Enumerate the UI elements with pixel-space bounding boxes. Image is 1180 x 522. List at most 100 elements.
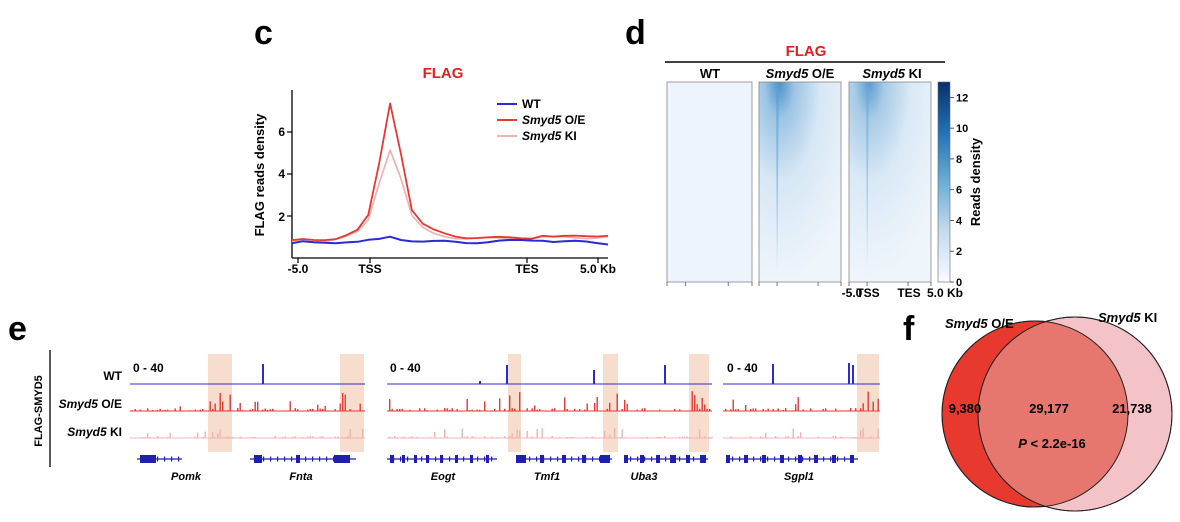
signal-bar-oe — [732, 399, 734, 411]
signal-bar-ki — [531, 436, 533, 438]
signal-bar-oe — [269, 409, 271, 411]
signal-bar-oe — [862, 403, 864, 411]
signal-bar-oe — [641, 408, 643, 411]
signal-bar-oe — [327, 410, 329, 411]
signal-bar-oe — [317, 404, 319, 411]
gene-exon-small — [393, 456, 395, 462]
signal-bar-oe — [709, 409, 711, 411]
signal-bar-ki — [149, 437, 151, 438]
legend-oe-label: Smyd5 O/E — [522, 113, 585, 127]
signal-bar-ki — [484, 436, 486, 438]
gene-exon-small — [171, 456, 173, 462]
colorbar-tick-label: 6 — [956, 185, 962, 197]
legend-ki-label: Smyd5 KI — [522, 129, 577, 143]
signal-bar-oe — [539, 409, 541, 411]
signal-bar-oe — [334, 409, 336, 411]
panel-e-side-label: FLAG-SMYD5 — [33, 375, 45, 447]
panel-c-letter: c — [254, 14, 273, 52]
signal-bar-ki — [391, 437, 393, 438]
signal-bar-ki — [646, 436, 648, 438]
signal-bar-ki — [464, 436, 466, 438]
signal-bar-oe — [441, 410, 443, 411]
gene-exon-small — [830, 456, 832, 462]
signal-bar-ki — [147, 433, 149, 438]
heatmap-wt — [666, 81, 753, 283]
series-line-ki — [291, 149, 609, 244]
signal-bar-oe — [257, 401, 259, 411]
gene-exon-small — [157, 456, 159, 462]
colorbar-tick-label: 0 — [956, 277, 962, 289]
signal-bar-ki — [157, 436, 159, 438]
signal-bar-ki — [224, 436, 226, 438]
signal-bar-oe — [536, 409, 538, 411]
signal-bar-ki — [684, 436, 686, 438]
gene-exon-small — [263, 456, 265, 462]
signal-bar-wt — [262, 364, 264, 384]
signal-bar-oe — [424, 408, 426, 411]
heatmap-xtick-tss: TSS — [856, 286, 879, 300]
signal-bar-oe — [835, 408, 837, 411]
signal-bar-oe — [297, 409, 299, 411]
signal-bar-ki — [471, 436, 473, 438]
gene-exon-small — [571, 456, 573, 462]
highlight-region — [689, 354, 709, 452]
gene-exon-small — [760, 456, 762, 462]
gene-exon-small — [277, 456, 279, 462]
signal-bar-ki — [219, 429, 221, 438]
signal-bar-ki — [197, 432, 199, 438]
signal-bar-oe — [872, 401, 874, 411]
signal-bar-ki — [656, 436, 658, 438]
signal-bar-ki — [322, 436, 324, 438]
gene-exon-small — [851, 456, 853, 462]
gene-exon — [726, 455, 730, 463]
signal-bar-ki — [142, 437, 144, 438]
gene-exon-small — [435, 456, 437, 462]
signal-bar-oe — [847, 410, 849, 411]
gene-exon — [640, 455, 644, 463]
signal-bar-oe — [586, 403, 588, 411]
venn-circle-oe-outline — [941, 320, 1129, 508]
signal-bar-oe — [132, 410, 134, 411]
gene-exon-small — [449, 456, 451, 462]
heatmap-xtick-end: 5.0 Kb — [927, 286, 963, 300]
signal-bar-wt — [664, 365, 666, 384]
gene-exon — [686, 455, 690, 463]
gene-exon-small — [746, 456, 748, 462]
gene-label-sgpl1: Sgpl1 — [784, 471, 814, 483]
track-label-wt: WT — [103, 369, 122, 383]
signal-bar-ki — [202, 437, 204, 438]
signal-bar-ki — [309, 436, 311, 438]
signal-bar-oe — [479, 409, 481, 411]
signal-bar-ki — [619, 437, 621, 438]
signal-bar-ki — [785, 436, 787, 438]
signal-bar-oe — [239, 403, 241, 411]
signal-bar-ki — [840, 436, 842, 438]
signal-bar-oe — [254, 401, 256, 411]
signal-bar-ki — [474, 437, 476, 438]
gene-exon-small — [312, 456, 314, 462]
gene-exon — [540, 455, 544, 463]
heatmap-xtick-tes: TES — [897, 286, 920, 300]
signal-bar-ki — [775, 436, 777, 438]
heatmap-oe-tss-streak — [776, 84, 779, 270]
signal-bar-oe — [772, 408, 774, 411]
signal-bar-wt — [593, 370, 595, 384]
signal-bar-ki — [511, 433, 513, 438]
signal-bar-oe — [264, 408, 266, 411]
gene-exon-small — [256, 456, 258, 462]
signal-bar-ki — [820, 437, 822, 438]
signal-bar-oe — [484, 401, 486, 411]
signal-bar-oe — [309, 409, 311, 411]
signal-bar-ki — [867, 437, 869, 438]
signal-bar-ki — [842, 437, 844, 438]
signal-bar-oe — [750, 409, 752, 411]
gene-exon — [254, 455, 262, 463]
signal-bar-oe — [199, 409, 201, 411]
signal-bar-ki — [800, 432, 802, 438]
signal-bar-oe — [389, 399, 391, 411]
signal-bar-oe — [189, 410, 191, 411]
gene-exon-small — [630, 456, 632, 462]
signal-bar-ki — [139, 437, 141, 438]
gene-exon-small — [164, 456, 166, 462]
